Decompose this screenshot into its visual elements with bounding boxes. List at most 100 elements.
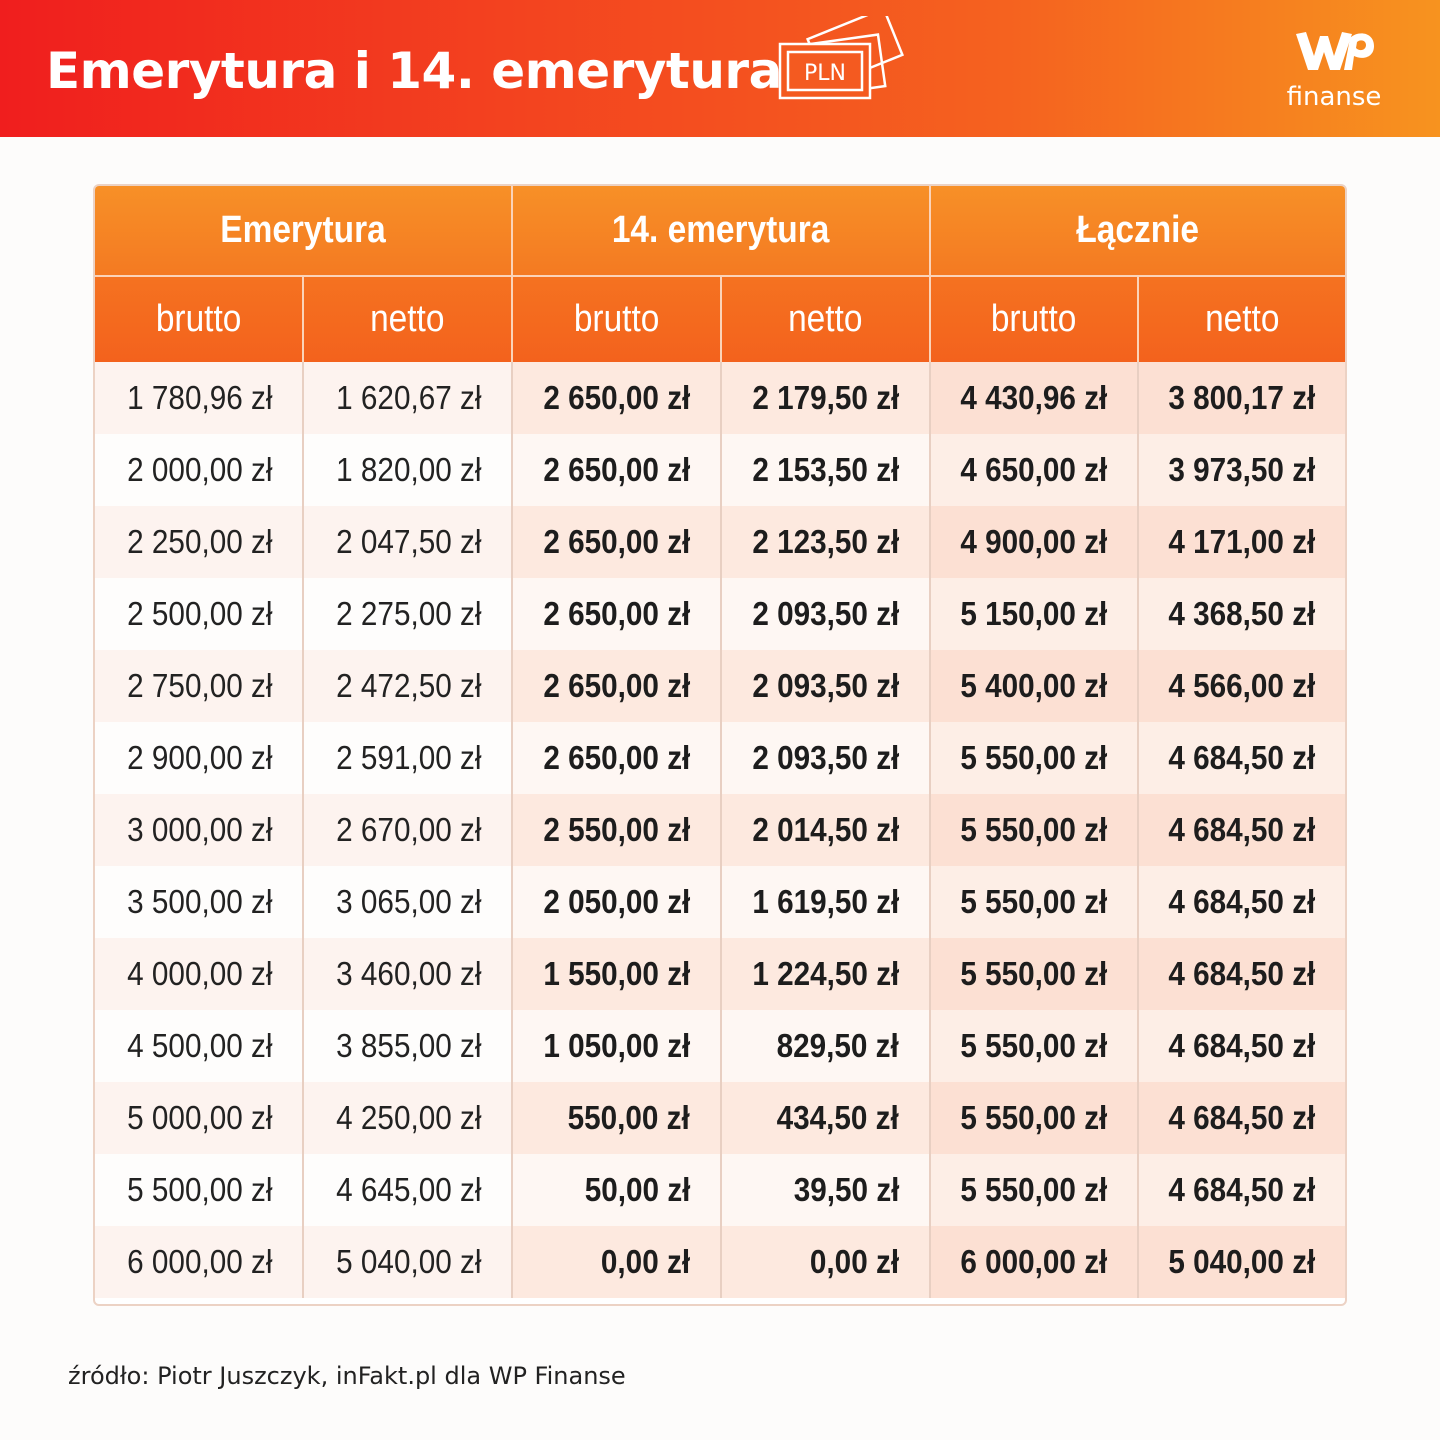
- table-cell: 5 040,00 zł: [303, 1226, 514, 1298]
- subheader-netto: netto: [721, 276, 932, 362]
- table-cell: 4 000,00 zł: [95, 938, 304, 1010]
- table-cell: 2 153,50 zł: [721, 434, 932, 506]
- table-row: 4 000,00 zł 3 460,00 zł 1 550,00 zł 1 224,5…: [95, 938, 1345, 1010]
- table-cell: 5 550,00 zł: [930, 794, 1140, 866]
- wp-finanse-logo: finanse: [1286, 26, 1386, 116]
- wp-logo-icon: [1296, 32, 1374, 70]
- table-cell: 1 780,96 zł: [95, 362, 304, 434]
- header-banner: Emerytura i 14. emerytura PLN finanse: [0, 0, 1440, 137]
- table-cell: 2 670,00 zł: [303, 794, 514, 866]
- table-cell: 0,00 zł: [512, 1226, 723, 1298]
- table-cell: 39,50 zł: [721, 1154, 932, 1226]
- table-cell: 434,50 zł: [721, 1082, 932, 1154]
- table-cell: 5 500,00 zł: [95, 1154, 304, 1226]
- table-cell: 6 000,00 zł: [95, 1226, 304, 1298]
- table-cell: 2 123,50 zł: [721, 506, 932, 578]
- table-cell: 2 472,50 zł: [303, 650, 514, 722]
- table-cell: 2 900,00 zł: [95, 722, 304, 794]
- table-cell: 2 250,00 zł: [95, 506, 304, 578]
- logo-text: finanse: [1286, 82, 1382, 112]
- table-cell: 4 684,50 zł: [1138, 1082, 1345, 1154]
- table-cell: 2 750,00 zł: [95, 650, 304, 722]
- table-cell: 5 550,00 zł: [930, 722, 1140, 794]
- table-cell: 1 619,50 zł: [721, 866, 932, 938]
- table-row: 2 500,00 zł 2 275,00 zł 2 650,00 zł 2 093,5…: [95, 578, 1345, 650]
- table-cell: 550,00 zł: [512, 1082, 723, 1154]
- table-row: 3 000,00 zł 2 670,00 zł 2 550,00 zł 2 014,5…: [95, 794, 1345, 866]
- table-cell: 4 650,00 zł: [930, 434, 1140, 506]
- table-cell: 2 650,00 zł: [512, 578, 723, 650]
- table-cell: 4 684,50 zł: [1138, 722, 1345, 794]
- subheader-row: brutto netto brutto netto brutto netto: [95, 276, 1345, 362]
- table-cell: 829,50 zł: [721, 1010, 932, 1082]
- table-cell: 4 684,50 zł: [1138, 866, 1345, 938]
- table-cell: 2 591,00 zł: [303, 722, 514, 794]
- table-cell: 2 650,00 zł: [512, 506, 723, 578]
- table-cell: 4 900,00 zł: [930, 506, 1140, 578]
- group-header-14-emerytura: 14. emerytura: [512, 186, 932, 277]
- table-cell: 2 550,00 zł: [512, 794, 723, 866]
- table-cell: 4 500,00 zł: [95, 1010, 304, 1082]
- table-row: 2 250,00 zł 2 047,50 zł 2 650,00 zł 2 123,5…: [95, 506, 1345, 578]
- subheader-brutto: brutto: [95, 276, 304, 362]
- table-cell: 5 550,00 zł: [930, 1010, 1140, 1082]
- table-cell: 3 855,00 zł: [303, 1010, 514, 1082]
- pension-table: Emerytura 14. emerytura Łącznie brutto n…: [93, 184, 1347, 1306]
- table-cell: 4 684,50 zł: [1138, 1154, 1345, 1226]
- table-cell: 4 684,50 zł: [1138, 794, 1345, 866]
- table-row: 6 000,00 zł 5 040,00 zł 0,00 zł 0,00 zł 6 00…: [95, 1226, 1345, 1298]
- table-cell: 1 550,00 zł: [512, 938, 723, 1010]
- table-cell: 2 014,50 zł: [721, 794, 932, 866]
- table-cell: 5 150,00 zł: [930, 578, 1140, 650]
- table-row: 3 500,00 zł 3 065,00 zł 2 050,00 zł 1 619,5…: [95, 866, 1345, 938]
- table-cell: 5 550,00 zł: [930, 1154, 1140, 1226]
- table-cell: 1 224,50 zł: [721, 938, 932, 1010]
- subheader-netto: netto: [303, 276, 514, 362]
- table-cell: 2 000,00 zł: [95, 434, 304, 506]
- table-cell: 2 650,00 zł: [512, 650, 723, 722]
- table-cell: 3 800,17 zł: [1138, 362, 1345, 434]
- table-cell: 5 000,00 zł: [95, 1082, 304, 1154]
- group-header-row: Emerytura 14. emerytura Łącznie: [95, 186, 1345, 277]
- subheader-brutto: brutto: [512, 276, 723, 362]
- table-row: 2 000,00 zł 1 820,00 zł 2 650,00 zł 2 153,5…: [95, 434, 1345, 506]
- table-cell: 5 400,00 zł: [930, 650, 1140, 722]
- subheader-brutto: brutto: [930, 276, 1140, 362]
- table-cell: 4 566,00 zł: [1138, 650, 1345, 722]
- table-cell: 50,00 zł: [512, 1154, 723, 1226]
- table-cell: 5 040,00 zł: [1138, 1226, 1345, 1298]
- table-cell: 5 550,00 zł: [930, 866, 1140, 938]
- table-cell: 2 093,50 zł: [721, 578, 932, 650]
- table-cell: 1 820,00 zł: [303, 434, 514, 506]
- table-cell: 2 650,00 zł: [512, 362, 723, 434]
- table-cell: 2 650,00 zł: [512, 434, 723, 506]
- table-row: 2 750,00 zł 2 472,50 zł 2 650,00 zł 2 093,5…: [95, 650, 1345, 722]
- table-cell: 3 460,00 zł: [303, 938, 514, 1010]
- table-cell: 2 650,00 zł: [512, 722, 723, 794]
- source-note: źródło: Piotr Juszczyk, inFakt.pl dla WP…: [68, 1362, 626, 1390]
- table-cell: 2 179,50 zł: [721, 362, 932, 434]
- table-cell: 0,00 zł: [721, 1226, 932, 1298]
- table-cell: 2 500,00 zł: [95, 578, 304, 650]
- table-cell: 3 973,50 zł: [1138, 434, 1345, 506]
- table-cell: 4 430,96 zł: [930, 362, 1140, 434]
- table-cell: 4 684,50 zł: [1138, 1010, 1345, 1082]
- table-body: 1 780,96 zł 1 620,67 zł 2 650,00 zł 2 179,5…: [95, 362, 1345, 1298]
- table-row: 2 900,00 zł 2 591,00 zł 2 650,00 zł 2 093,5…: [95, 722, 1345, 794]
- table-cell: 3 065,00 zł: [303, 866, 514, 938]
- table-row: 4 500,00 zł 3 855,00 zł 1 050,00 zł 829,50 …: [95, 1010, 1345, 1082]
- table-row: 5 000,00 zł 4 250,00 zł 550,00 zł 434,50 zł…: [95, 1082, 1345, 1154]
- table-cell: 3 500,00 zł: [95, 866, 304, 938]
- table-cell: 4 368,50 zł: [1138, 578, 1345, 650]
- pln-label: PLN: [804, 61, 846, 86]
- table-row: 1 780,96 zł 1 620,67 zł 2 650,00 zł 2 179,5…: [95, 362, 1345, 434]
- table-row: 5 500,00 zł 4 645,00 zł 50,00 zł 39,50 zł 5 …: [95, 1154, 1345, 1226]
- table-cell: 2 093,50 zł: [721, 650, 932, 722]
- group-header-emerytura: Emerytura: [95, 186, 514, 277]
- table-cell: 1 620,67 zł: [303, 362, 514, 434]
- page-title: Emerytura i 14. emerytura: [46, 42, 782, 100]
- table-cell: 5 550,00 zł: [930, 938, 1140, 1010]
- table-cell: 6 000,00 zł: [930, 1226, 1140, 1298]
- table-cell: 1 050,00 zł: [512, 1010, 723, 1082]
- table-cell: 5 550,00 zł: [930, 1082, 1140, 1154]
